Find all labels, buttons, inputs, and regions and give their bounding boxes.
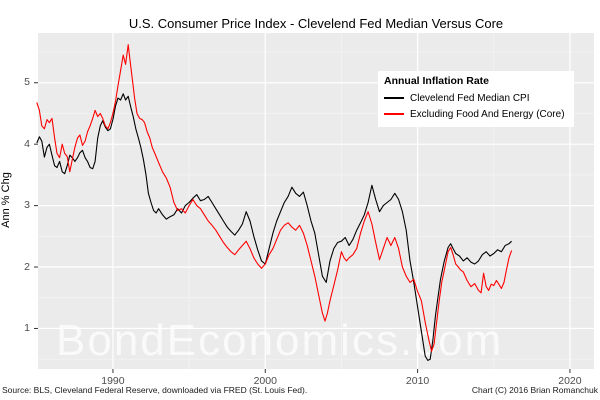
y-tick-label: 2	[24, 260, 30, 273]
legend-title: Annual Inflation Rate	[384, 75, 489, 87]
x-tick-label: 2000	[253, 375, 277, 387]
source-caption: Source: BLS, Cleveland Federal Reserve, …	[2, 385, 308, 395]
legend-label-core: Excluding Food And Energy (Core)	[410, 108, 565, 120]
chart-title: U.S. Consumer Price Index - Clevelend Fe…	[128, 16, 504, 31]
y-tick-label: 1	[24, 321, 30, 334]
series-line-core	[36, 44, 513, 352]
copyright-caption: Chart (C) 2016 Brian Romanchuk	[471, 385, 598, 395]
y-tick-label: 5	[24, 76, 30, 89]
core-line-swatch	[384, 113, 404, 115]
legend-item-core: Excluding Food And Energy (Core)	[384, 106, 574, 122]
legend-item-median: Clevelend Fed Median CPI	[384, 90, 574, 106]
median-line-swatch	[384, 97, 404, 99]
legend-label-median: Clevelend Fed Median CPI	[410, 92, 530, 104]
x-tick-label: 2010	[405, 375, 430, 387]
x-tick-label: 2020	[558, 375, 582, 387]
watermark: BondEconomics.com	[56, 316, 503, 365]
legend: Annual Inflation Rate Clevelend Fed Medi…	[378, 71, 574, 127]
y-tick-label: 4	[24, 137, 30, 150]
y-tick-label: 3	[24, 199, 30, 212]
series-line-median	[36, 93, 512, 361]
x-tick-label: 1990	[101, 375, 125, 387]
